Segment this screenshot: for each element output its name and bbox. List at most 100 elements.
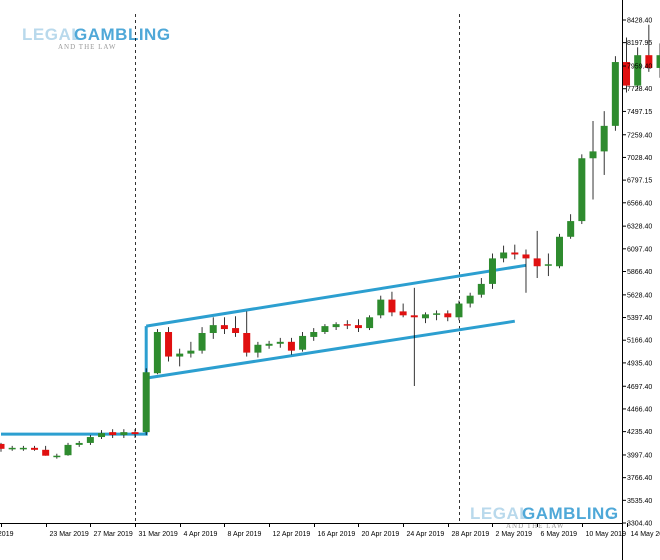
x-tick-label: 8 Apr 2019 xyxy=(228,531,262,538)
candle-body-bearish xyxy=(522,254,530,259)
candle-body-bullish xyxy=(656,55,660,68)
candle-body-bearish xyxy=(511,252,519,255)
x-tick-label: 19 Mar 2019 xyxy=(0,531,14,538)
y-tick-label: 3535.40 xyxy=(627,498,652,505)
candle-body-bullish xyxy=(421,314,429,319)
candle-body-bullish xyxy=(19,447,27,450)
candle-body-bearish xyxy=(42,449,50,456)
candle-body-bearish xyxy=(354,325,362,329)
trendline-support xyxy=(1,378,148,436)
candle-body-bearish xyxy=(165,332,173,357)
candle-body-bullish xyxy=(600,125,608,152)
y-tick-label: 3766.40 xyxy=(627,475,652,482)
x-tick-label: 27 Mar 2019 xyxy=(94,531,133,538)
candle-body-bearish xyxy=(533,258,541,267)
x-tick-label: 28 Apr 2019 xyxy=(452,531,490,538)
trendline-upper-channel xyxy=(145,263,527,328)
y-tick-label: 5166.40 xyxy=(627,338,652,345)
candle-body-bearish xyxy=(109,432,117,436)
logo-dot: . xyxy=(161,25,166,44)
candle-body-bullish xyxy=(488,258,496,284)
candle-body-bullish xyxy=(142,372,150,433)
x-tick-label: 24 Apr 2019 xyxy=(407,531,445,538)
candle-body-bullish xyxy=(578,158,586,222)
candle-body-bearish xyxy=(623,62,631,86)
candle-body-bullish xyxy=(98,433,106,438)
channel-trendlines xyxy=(1,263,527,436)
logo-word-gambling: GAMBLING xyxy=(522,504,619,523)
candle-body-bearish xyxy=(243,332,251,353)
candle-body-bullish xyxy=(198,332,206,351)
y-tick-label: 3997.40 xyxy=(627,452,652,459)
candle-body-bullish xyxy=(466,295,474,304)
logo-dot: . xyxy=(609,504,614,523)
candle-body-bullish xyxy=(544,264,552,266)
candle-body-bullish xyxy=(75,442,83,445)
y-tick-label: 4935.40 xyxy=(627,360,652,367)
vertical-markers xyxy=(135,14,460,523)
logo-word-legal: LEGAL xyxy=(22,25,82,44)
candlesticks xyxy=(0,24,660,459)
y-tick-label: 4235.40 xyxy=(627,429,652,436)
candle-body-bullish xyxy=(611,62,619,126)
x-tick-label: 6 May 2019 xyxy=(541,531,578,538)
candle-body-bullish xyxy=(299,335,307,350)
y-tick-label: 7497.15 xyxy=(627,109,652,116)
y-tick-label: 7728.40 xyxy=(627,86,652,93)
candle-body-bearish xyxy=(131,432,139,435)
candle-body-bearish xyxy=(232,328,240,333)
candle-body-bearish xyxy=(0,443,5,449)
y-tick-label: 6328.40 xyxy=(627,224,652,231)
candle-body-bearish xyxy=(31,447,39,450)
y-tick-label: 8197.95 xyxy=(627,40,652,47)
candle-body-bullish xyxy=(455,303,463,318)
y-tick-label: 6097.40 xyxy=(627,246,652,253)
y-tick-label: 5628.40 xyxy=(627,292,652,299)
logo-tagline: AND THE LAW xyxy=(58,43,117,51)
y-tick-label: 7028.40 xyxy=(627,155,652,162)
candle-body-bullish xyxy=(209,325,217,333)
candle-body-bearish xyxy=(399,311,407,316)
candle-body-bearish xyxy=(645,55,653,68)
logo-tagline: AND THE LAW xyxy=(506,522,565,530)
candle-body-bullish xyxy=(187,350,195,354)
x-tick-label: 16 Apr 2019 xyxy=(318,531,356,538)
candle-body-bullish xyxy=(477,283,485,295)
x-tick-label: 2 May 2019 xyxy=(496,531,533,538)
x-tick-label: 20 Apr 2019 xyxy=(362,531,400,538)
price-axis: 8428.40 8197.95 7959.40 7728.40 7497.15 7259.… xyxy=(622,0,652,560)
candle-body-bullish xyxy=(53,455,61,458)
candle-body-bearish xyxy=(444,313,452,318)
candle-body-bullish xyxy=(8,447,16,450)
y-tick-label: 3304.40 xyxy=(627,521,652,528)
date-axis: 19 Mar 2019 23 Mar 2019 27 Mar 2019 31 Mar … xyxy=(0,523,660,538)
candle-body-bullish xyxy=(321,326,329,333)
candle-body-bearish xyxy=(220,325,228,330)
candle-body-bearish xyxy=(287,341,295,351)
candle-body-bullish xyxy=(556,236,563,267)
candle-body-bullish xyxy=(265,343,273,346)
y-tick-label: 8428.40 xyxy=(627,18,652,25)
watermark-logo-bottom: LEGAL GAMBLING . AND THE LAW xyxy=(470,504,619,530)
candle-body-bearish xyxy=(343,324,351,326)
candle-body-bullish xyxy=(64,444,72,456)
y-tick-label: 6566.40 xyxy=(627,200,652,207)
y-tick-label: 7959.40 xyxy=(627,64,652,71)
candle-body-bullish xyxy=(589,151,597,159)
candle-body-bullish xyxy=(567,221,575,237)
x-tick-label: 14 May 2019 xyxy=(631,531,660,538)
x-tick-label: 31 Mar 2019 xyxy=(139,531,178,538)
watermark-logo-top: LEGAL GAMBLING . AND THE LAW xyxy=(22,25,170,51)
candle-body-bearish xyxy=(410,315,418,318)
candle-body-bearish xyxy=(388,299,396,313)
candle-body-bullish xyxy=(634,55,642,86)
x-tick-label: 23 Mar 2019 xyxy=(50,531,89,538)
candle-body-bullish xyxy=(332,324,340,328)
y-tick-label: 5866.40 xyxy=(627,269,652,276)
x-tick-label: 12 Apr 2019 xyxy=(273,531,311,538)
x-tick-label: 4 Apr 2019 xyxy=(184,531,218,538)
candle-body-bullish xyxy=(176,353,184,357)
logo-word-legal: LEGAL xyxy=(470,504,530,523)
candle-body-bullish xyxy=(120,432,128,436)
